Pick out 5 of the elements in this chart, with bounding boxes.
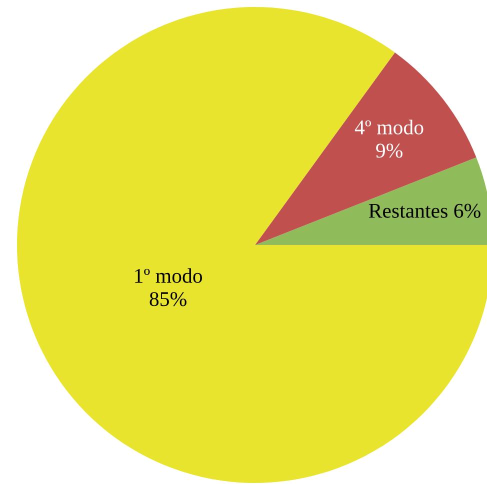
- data-label: 9%: [376, 144, 402, 158]
- slice-label: Restantes 6%: [368, 204, 480, 218]
- data-label: 85%: [150, 292, 186, 306]
- slice-label: 1º modo: [135, 268, 202, 283]
- slice-label: 4º modo: [354, 120, 424, 134]
